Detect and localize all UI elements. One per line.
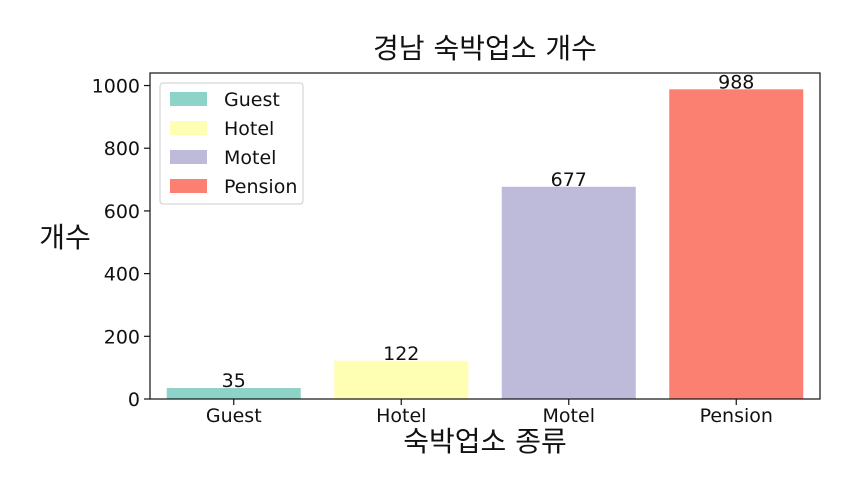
bar-motel [501,186,636,399]
y-tick-label: 600 [104,201,140,223]
data-label-guest: 35 [222,370,246,392]
x-tick-label-guest: Guest [206,405,262,427]
plot-frame [149,72,821,400]
bar-data-labels: 35 122 677 988 [222,71,755,392]
legend-label-motel: Motel [224,147,276,169]
legend-label-guest: Guest [224,89,280,111]
legend: Guest Hotel Motel Pension [159,82,304,205]
legend-swatch-hotel [170,121,207,135]
chart-title: 경남 숙박업소 개수 [373,32,597,65]
data-label-pension: 988 [718,71,754,93]
x-axis-label: 숙박업소 종류 [403,425,566,458]
legend-swatch-guest [170,92,207,106]
data-label-hotel: 122 [383,343,419,365]
y-tick-label: 0 [128,389,140,411]
data-label-motel: 677 [551,169,587,191]
x-tick-label-hotel: Hotel [376,405,426,427]
y-tick-label: 800 [104,138,140,160]
bar-guest [166,388,301,399]
y-axis-ticks: 0 200 400 600 800 1000 [92,76,150,411]
bar-hotel [334,360,469,399]
legend-label-pension: Pension [224,176,297,198]
x-tick-label-pension: Pension [700,405,773,427]
y-tick-label: 1000 [92,76,140,98]
y-axis-label: 개수 [39,221,91,254]
legend-swatch-motel [170,150,207,164]
legend-box [159,82,304,205]
legend-label-hotel: Hotel [224,118,274,140]
y-tick-label: 200 [104,326,140,348]
bar-pension [669,89,804,400]
x-axis-ticks: Guest Hotel Motel Pension [206,399,773,427]
legend-swatch-pension [170,179,207,193]
bar-series [166,89,804,400]
x-tick-label-motel: Motel [543,405,595,427]
y-tick-label: 400 [104,264,140,286]
